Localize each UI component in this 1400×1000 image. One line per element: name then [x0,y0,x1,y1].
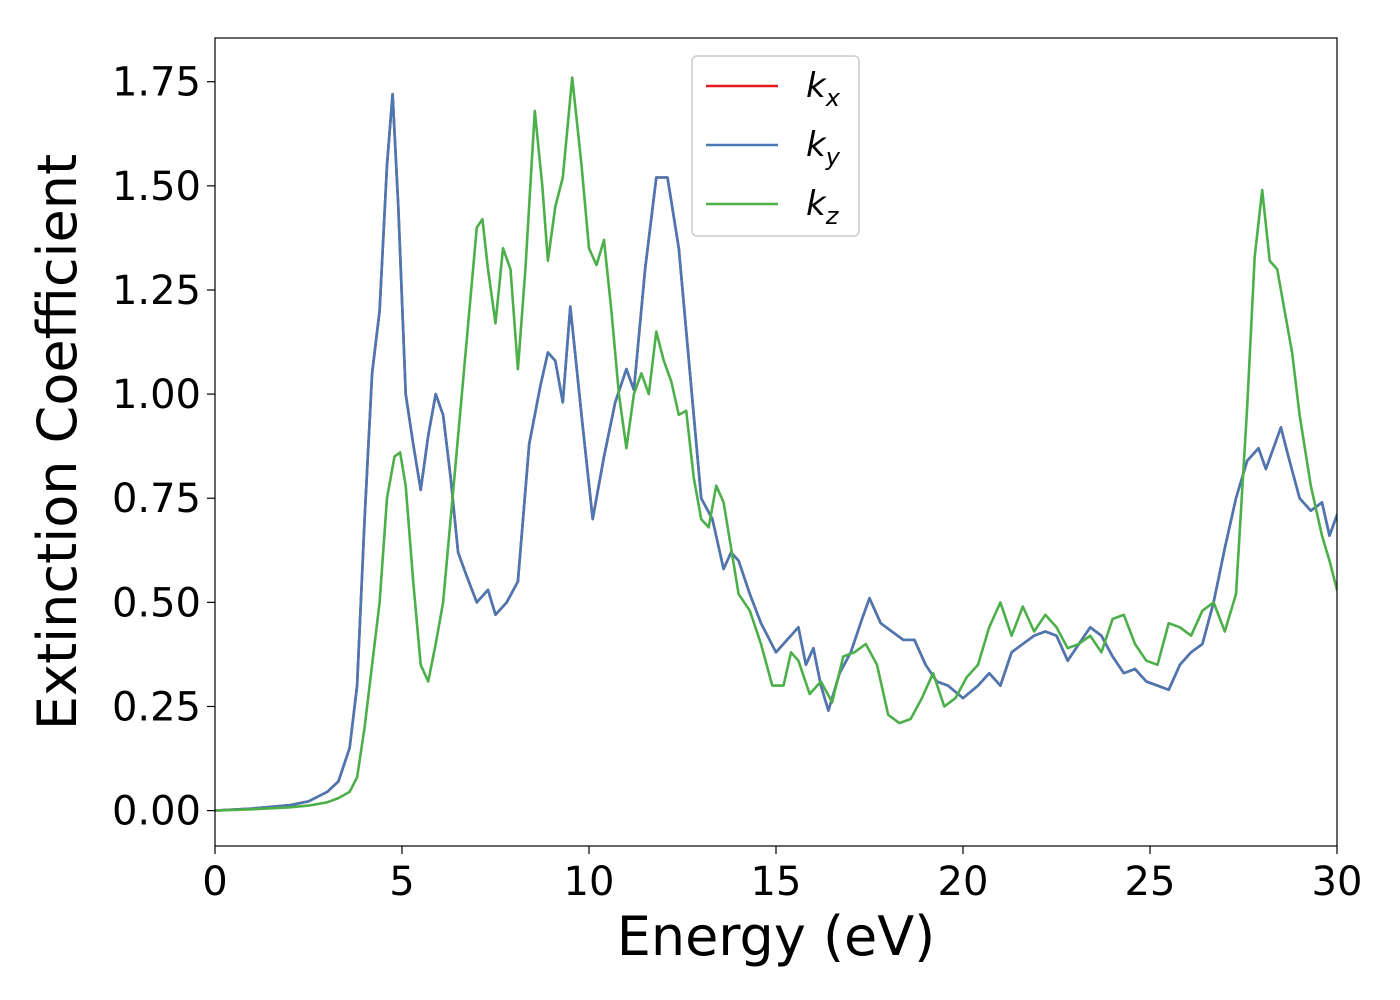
y-tick-label: 1.00 [112,372,201,418]
y-tick-label: 1.25 [112,268,201,314]
legend: kx ky kz [691,55,860,237]
x-axis-label: Energy (eV) [617,905,936,968]
y-axis: 0.00 0.25 0.50 0.75 1.00 1.25 1.50 1.75 [112,60,215,835]
x-tick-label: 10 [564,859,615,905]
x-tick-label: 5 [389,859,414,905]
y-axis-label: Extinction Coefficient [26,154,89,730]
x-tick-label: 30 [1312,859,1363,905]
y-tick-label: 0.00 [112,789,201,835]
series-line-y [215,92,1337,812]
x-tick-label: 15 [751,859,802,905]
x-tick-label: 0 [202,859,227,905]
y-tick-label: 1.50 [112,164,201,210]
legend-label-z: kz [806,184,840,230]
y-tick-label: 0.25 [112,684,201,730]
x-axis: 0 5 10 15 20 25 30 [202,846,1362,905]
y-tick-label: 0.50 [112,580,201,626]
y-tick-label: 0.75 [112,476,201,522]
x-tick-label: 20 [938,859,989,905]
legend-label-x: kx [806,66,841,112]
x-tick-label: 25 [1125,859,1176,905]
plot-lines [215,76,1337,812]
y-tick-label: 1.75 [112,60,201,106]
series-line-z [215,76,1337,812]
legend-label-y: ky [806,125,841,171]
